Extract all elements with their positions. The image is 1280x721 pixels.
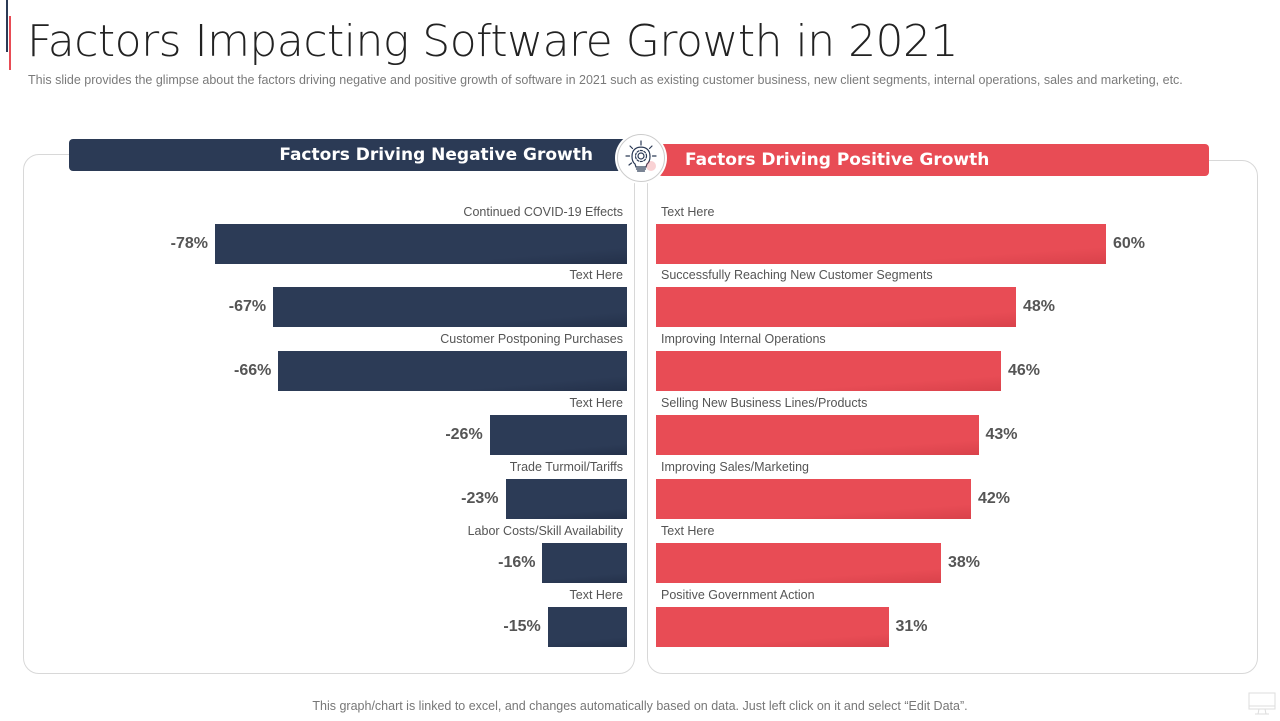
accent-bar-red: [9, 16, 11, 70]
negative-value-label: -23%: [461, 490, 499, 507]
positive-category-label: Positive Government Action: [661, 588, 815, 602]
negative-bar: [489, 415, 627, 455]
negative-value-label: -26%: [445, 426, 483, 443]
negative-header: Factors Driving Negative Growth: [69, 139, 631, 171]
positive-value-label: 31%: [895, 618, 928, 635]
negative-bar: [505, 479, 627, 519]
negative-category-label: Continued COVID-19 Effects: [463, 205, 623, 219]
positive-value-label: 46%: [1008, 362, 1041, 379]
lightbulb-gear-icon: [617, 134, 665, 182]
positive-category-label: Successfully Reaching New Customer Segme…: [661, 268, 933, 282]
positive-category-label: Improving Internal Operations: [661, 332, 826, 346]
positive-bar: [656, 351, 1001, 391]
negative-bar: [542, 543, 627, 583]
negative-category-label: Customer Postponing Purchases: [440, 332, 623, 346]
negative-value-label: -66%: [234, 362, 272, 379]
positive-category-label: Selling New Business Lines/Products: [661, 396, 868, 410]
slide-subtitle: This slide provides the glimpse about th…: [28, 73, 1183, 87]
negative-bar: [273, 287, 627, 327]
negative-category-label: Labor Costs/Skill Availability: [467, 524, 623, 538]
negative-value-label: -78%: [170, 235, 208, 252]
positive-bar: [656, 224, 1106, 264]
slide-title: Factors Impacting Software Growth in 202…: [27, 16, 959, 67]
negative-bar: [215, 224, 627, 264]
footnote: This graph/chart is linked to excel, and…: [312, 699, 968, 713]
negative-bar: [547, 607, 627, 647]
positive-bar: [656, 607, 889, 647]
negative-category-label: Trade Turmoil/Tariffs: [509, 460, 623, 474]
positive-value-label: 43%: [985, 426, 1018, 443]
positive-category-label: Improving Sales/Marketing: [661, 460, 809, 474]
positive-bar: [656, 287, 1016, 327]
negative-header-title: Factors Driving Negative Growth: [279, 145, 593, 165]
positive-header: Factors Driving Positive Growth: [658, 144, 1209, 176]
positive-value-label: 38%: [948, 554, 981, 571]
negative-value-label: -67%: [228, 298, 267, 315]
positive-header-title: Factors Driving Positive Growth: [685, 150, 990, 170]
positive-value-label: 48%: [1023, 298, 1056, 315]
positive-category-label: Text Here: [661, 524, 715, 538]
positive-bar: [656, 543, 941, 583]
monitor-icon: [1248, 692, 1276, 721]
positive-value-label: 60%: [1113, 235, 1146, 252]
positive-bar: [656, 415, 979, 455]
negative-category-label: Text Here: [569, 588, 624, 602]
negative-bar: [278, 351, 627, 391]
negative-value-label: -15%: [503, 618, 541, 635]
negative-category-label: Text Here: [569, 268, 624, 282]
positive-value-label: 42%: [978, 490, 1011, 507]
positive-bar: [656, 479, 971, 519]
negative-value-label: -16%: [498, 554, 536, 571]
negative-category-label: Text Here: [569, 396, 624, 410]
accent-bar-dark: [6, 0, 8, 52]
positive-category-label: Text Here: [661, 205, 715, 219]
